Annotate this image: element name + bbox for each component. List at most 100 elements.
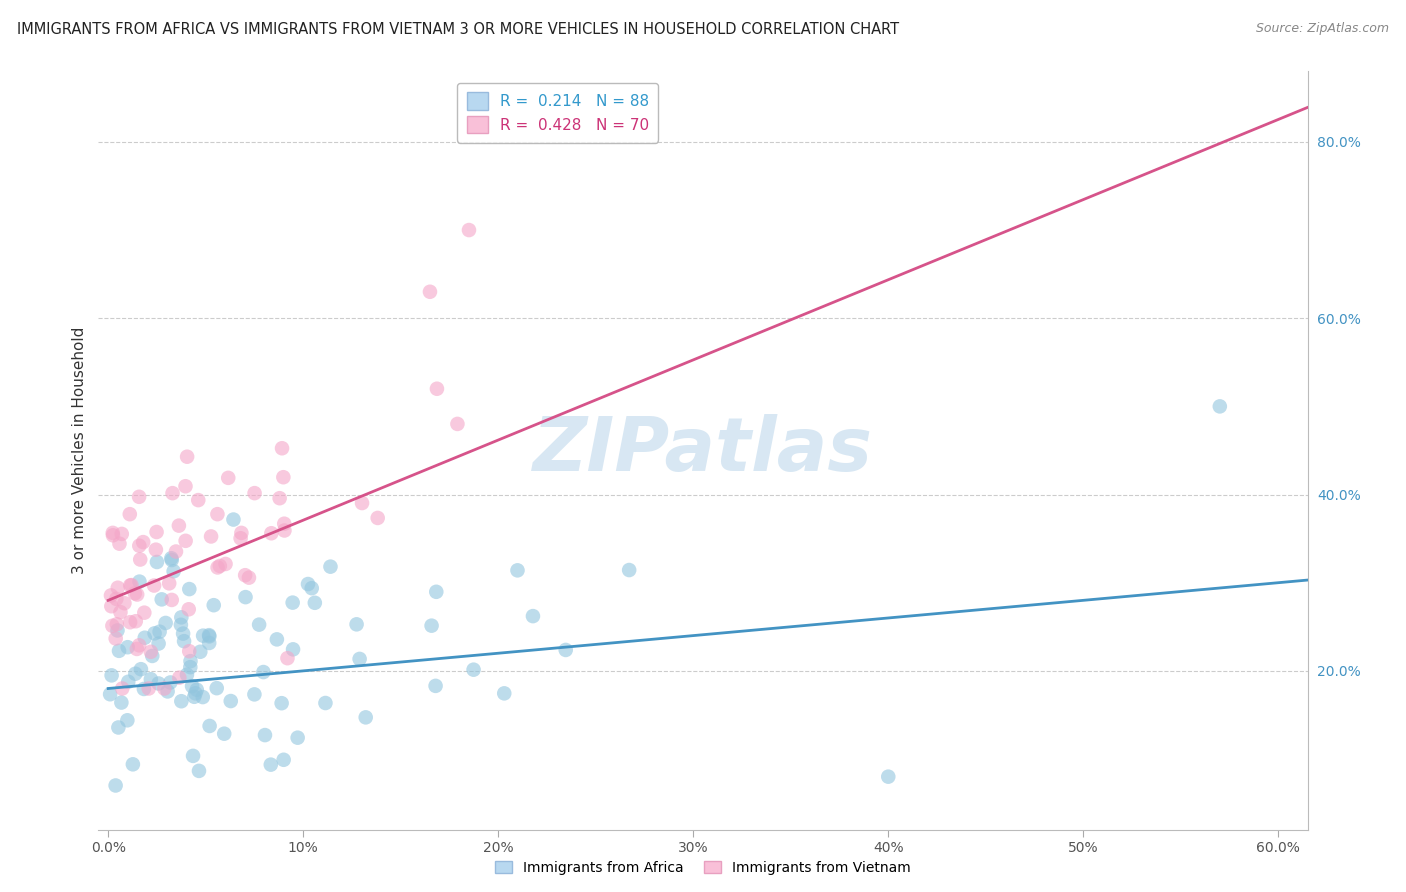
Point (111, 681, 134, 696)
Point (105, 617, 128, 632)
Point (205, 681, 228, 695)
Point (494, 686, 516, 700)
Point (238, 571, 260, 585)
Point (198, 628, 221, 642)
Point (208, 558, 231, 573)
Point (186, 682, 208, 697)
Point (177, 602, 200, 616)
Point (281, 642, 304, 657)
Point (188, 764, 211, 778)
Point (139, 645, 162, 659)
Point (188, 645, 211, 659)
Point (243, 687, 266, 701)
Point (446, 417, 468, 431)
Point (273, 470, 295, 484)
Point (176, 450, 198, 464)
Point (149, 624, 172, 639)
Point (101, 528, 124, 542)
Point (174, 533, 197, 548)
Point (350, 496, 373, 510)
Point (191, 629, 214, 643)
Point (165, 544, 187, 558)
Point (212, 727, 235, 741)
Point (207, 507, 229, 521)
Point (122, 757, 145, 772)
Point (100, 599, 122, 614)
Point (187, 493, 209, 508)
Point (173, 634, 195, 648)
Point (157, 576, 180, 591)
Text: IMMIGRANTS FROM AFRICA VS IMMIGRANTS FROM VIETNAM 3 OR MORE VEHICLES IN HOUSEHOL: IMMIGRANTS FROM AFRICA VS IMMIGRANTS FRO… (17, 22, 898, 37)
Point (458, 223, 481, 237)
Point (160, 551, 183, 566)
Point (148, 636, 170, 650)
Point (110, 605, 132, 619)
Point (120, 578, 142, 592)
Point (98, 687, 121, 701)
Point (319, 559, 342, 574)
Point (107, 581, 129, 595)
Point (160, 593, 183, 607)
Point (143, 578, 166, 592)
Point (170, 617, 193, 632)
Point (354, 710, 377, 724)
Point (202, 598, 225, 612)
Point (156, 684, 179, 698)
Point (141, 648, 163, 663)
Point (346, 617, 368, 632)
Point (301, 581, 323, 595)
Point (260, 526, 283, 541)
Point (281, 596, 304, 610)
Point (231, 525, 253, 540)
Point (121, 578, 143, 592)
Point (179, 660, 201, 674)
Point (111, 527, 134, 541)
Point (229, 531, 252, 545)
Point (134, 631, 156, 645)
Point (183, 690, 205, 704)
Point (181, 748, 204, 763)
Point (134, 606, 156, 620)
Point (125, 642, 148, 657)
Point (367, 511, 389, 525)
Point (128, 490, 150, 504)
Point (101, 525, 124, 540)
Point (139, 672, 162, 686)
Point (145, 524, 167, 539)
Point (117, 713, 139, 727)
Point (276, 651, 298, 665)
Point (179, 582, 201, 596)
Point (554, 643, 576, 657)
Point (273, 524, 295, 538)
Legend: Immigrants from Africa, Immigrants from Vietnam: Immigrants from Africa, Immigrants from … (489, 855, 917, 880)
Point (198, 719, 221, 733)
Point (506, 563, 529, 577)
Point (100, 589, 122, 603)
Point (252, 665, 274, 679)
Text: ZIPatlas: ZIPatlas (533, 414, 873, 487)
Point (129, 662, 152, 676)
Point (287, 731, 309, 745)
Point (104, 632, 127, 646)
Point (160, 553, 183, 567)
Point (184, 686, 207, 700)
Point (174, 479, 197, 493)
Point (153, 681, 176, 696)
Point (222, 512, 245, 526)
Point (108, 644, 131, 658)
Point (101, 619, 124, 633)
Point (110, 696, 132, 710)
Point (162, 564, 184, 578)
Point (425, 584, 447, 599)
Point (200, 529, 222, 543)
Point (425, 679, 447, 693)
Point (127, 588, 149, 602)
Point (128, 539, 150, 553)
Point (108, 537, 131, 551)
Point (247, 617, 270, 632)
Point (314, 696, 336, 710)
Point (179, 654, 201, 668)
Point (112, 596, 135, 610)
Point (198, 629, 221, 643)
Point (233, 568, 256, 582)
